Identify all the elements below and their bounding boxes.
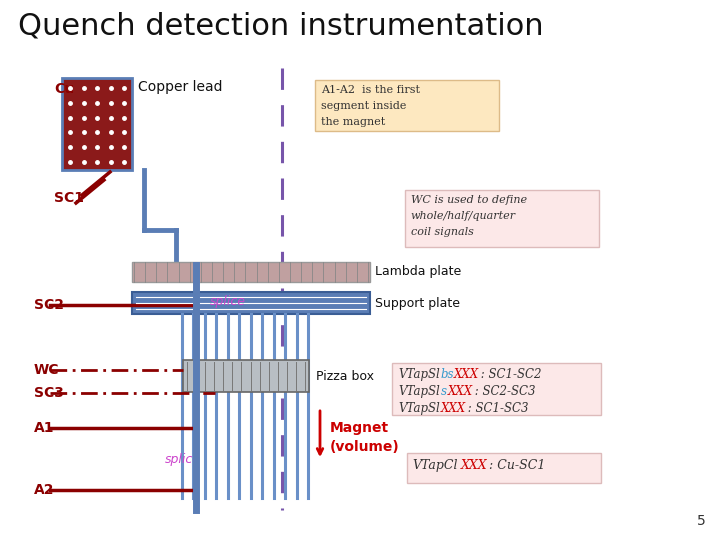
Bar xyxy=(132,292,370,314)
Text: WC is used to define: WC is used to define xyxy=(410,195,527,205)
Text: Quench detection instrumentation: Quench detection instrumentation xyxy=(18,12,544,41)
Text: SC1: SC1 xyxy=(54,191,84,205)
Bar xyxy=(132,262,370,282)
Text: splice: splice xyxy=(210,295,246,308)
Text: the magnet: the magnet xyxy=(321,117,386,127)
Text: segment inside: segment inside xyxy=(321,101,407,111)
Text: SC2: SC2 xyxy=(34,298,64,312)
Text: coil signals: coil signals xyxy=(410,227,474,237)
Text: A1-A2  is the first: A1-A2 is the first xyxy=(321,85,420,95)
Text: : Cu-SC1: : Cu-SC1 xyxy=(485,458,545,471)
Text: : SC1-SC2: : SC1-SC2 xyxy=(477,368,542,381)
Text: : SC1-SC3: : SC1-SC3 xyxy=(464,402,529,415)
Bar xyxy=(183,360,309,392)
Text: Cu: Cu xyxy=(54,82,74,96)
Bar xyxy=(392,363,601,415)
Text: : SC2-SC3: : SC2-SC3 xyxy=(472,385,536,398)
Text: 5: 5 xyxy=(697,514,706,528)
Text: XXX: XXX xyxy=(447,385,472,398)
Text: VTapSl: VTapSl xyxy=(398,402,440,415)
Text: VTapSl: VTapSl xyxy=(398,368,440,381)
Text: XXX: XXX xyxy=(441,402,466,415)
Bar xyxy=(62,78,132,170)
Text: splice: splice xyxy=(165,454,201,467)
Text: XXX: XXX xyxy=(454,368,479,381)
Text: XXX: XXX xyxy=(461,458,487,471)
Bar xyxy=(407,453,601,483)
Text: Support plate: Support plate xyxy=(375,296,460,309)
Text: Pizza box: Pizza box xyxy=(316,369,374,382)
Text: SC3: SC3 xyxy=(34,386,64,400)
Text: s: s xyxy=(441,385,446,398)
Text: A2: A2 xyxy=(34,483,55,497)
Text: whole/half/quarter: whole/half/quarter xyxy=(410,211,516,221)
Text: A1: A1 xyxy=(34,421,55,435)
Text: Magnet: Magnet xyxy=(330,421,389,435)
Text: WC: WC xyxy=(34,363,60,377)
Bar xyxy=(405,190,599,247)
Text: Copper lead: Copper lead xyxy=(138,80,222,94)
Text: bs: bs xyxy=(441,368,454,381)
Text: Lambda plate: Lambda plate xyxy=(375,266,462,279)
Text: VTapSl: VTapSl xyxy=(398,385,440,398)
Text: (volume): (volume) xyxy=(330,440,400,454)
Bar xyxy=(315,80,499,131)
Text: VTapCl: VTapCl xyxy=(413,458,459,471)
